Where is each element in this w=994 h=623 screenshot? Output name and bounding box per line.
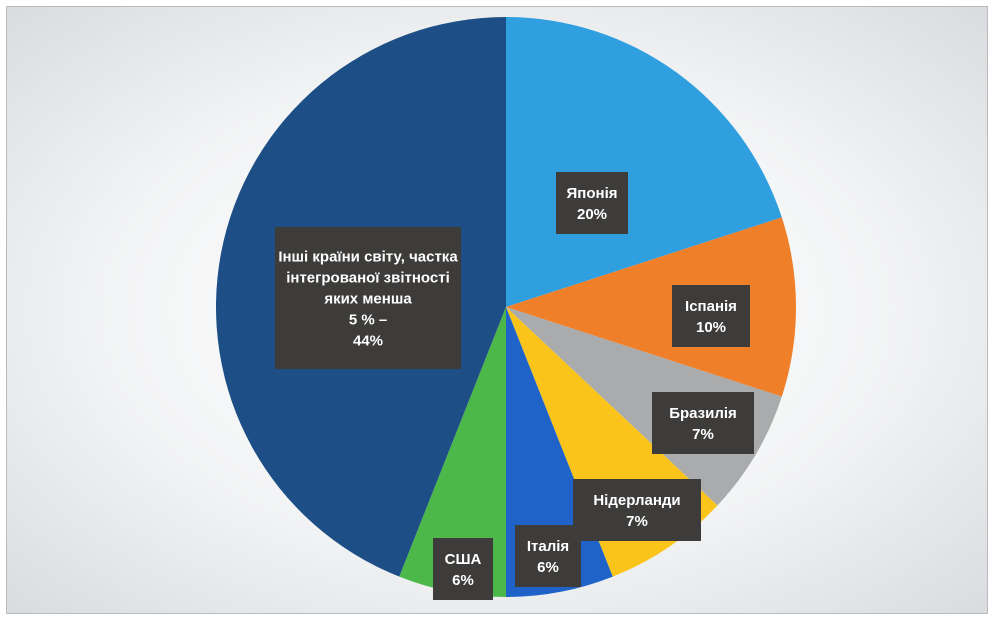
data-label-text: Іспанія 10% bbox=[685, 298, 737, 336]
data-label-text: Бразилія 7% bbox=[669, 405, 737, 443]
data-label-box bbox=[573, 479, 701, 541]
data-label-name: Інші країни світу, частка bbox=[278, 249, 458, 266]
data-label-box bbox=[556, 172, 628, 234]
data-label-text: Італія 6% bbox=[527, 538, 569, 576]
data-label-value: 6% bbox=[537, 559, 559, 576]
data-label-text: США 6% bbox=[445, 551, 482, 589]
data-label-value: 6% bbox=[452, 572, 474, 589]
data-label-box bbox=[515, 525, 581, 587]
data-label-box bbox=[652, 392, 754, 454]
data-label-value: 10% bbox=[696, 319, 726, 336]
data-label-value: 20% bbox=[577, 206, 607, 223]
data-label: Нідерланди 7% bbox=[573, 479, 701, 541]
data-label-name: Японія bbox=[567, 185, 618, 202]
data-label-name: 5 % – bbox=[349, 312, 387, 329]
data-label: США 6% bbox=[433, 538, 493, 600]
data-label-box bbox=[433, 538, 493, 600]
chart-frame: Японія 20% Іспанія 10% Бразилія 7% Нідерланди 7… bbox=[6, 6, 988, 614]
data-label-value: 44% bbox=[353, 333, 383, 350]
data-label: Інші країни світу, частка інтегрованої зв… bbox=[275, 227, 461, 369]
data-label: Іспанія 10% bbox=[672, 285, 750, 347]
pie-chart: Японія 20% Іспанія 10% Бразилія 7% Нідерланди 7… bbox=[215, 16, 797, 600]
data-label-name: яких менша bbox=[324, 291, 412, 308]
data-label-text: Нідерланди 7% bbox=[593, 492, 680, 530]
data-label-name: США bbox=[445, 551, 482, 568]
pie-slice bbox=[506, 17, 782, 307]
pie-slice bbox=[399, 307, 506, 597]
data-label-text: Інші країни світу, частка інтегрованої зв… bbox=[278, 249, 458, 350]
data-label-name: інтегрованої звітності bbox=[286, 270, 450, 287]
data-label: Японія 20% bbox=[556, 172, 628, 234]
data-label-value: 7% bbox=[692, 426, 714, 443]
pie-slice bbox=[506, 307, 782, 506]
pie-slice bbox=[506, 217, 797, 397]
data-label-name: Італія bbox=[527, 538, 569, 555]
data-label-value: 7% bbox=[626, 513, 648, 530]
data-label: Італія 6% bbox=[515, 525, 581, 587]
data-label: Бразилія 7% bbox=[652, 392, 754, 454]
data-label-name: Бразилія bbox=[669, 405, 737, 422]
data-label-box bbox=[672, 285, 750, 347]
pie-labels: Японія 20% Іспанія 10% Бразилія 7% Нідерланди 7… bbox=[275, 172, 754, 600]
data-label-box bbox=[275, 227, 461, 369]
data-label-name: Іспанія bbox=[685, 298, 737, 315]
data-label-text: Японія 20% bbox=[567, 185, 618, 223]
data-label-name: Нідерланди bbox=[593, 492, 680, 509]
